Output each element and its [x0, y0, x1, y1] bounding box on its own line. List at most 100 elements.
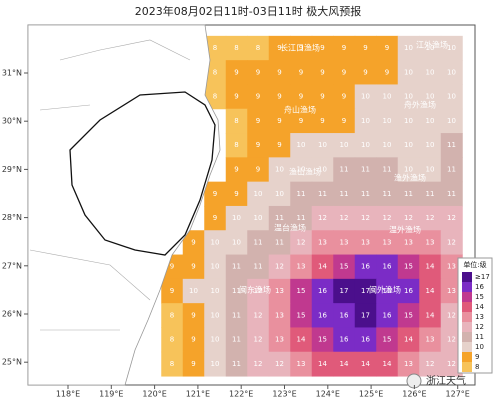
wind-cell [182, 351, 205, 377]
lat-label: 27°N [2, 261, 22, 270]
wind-cell [397, 60, 420, 85]
wind-value: 10 [297, 166, 306, 174]
wind-cell [161, 278, 184, 304]
wind-value: 10 [211, 311, 220, 319]
wind-value: 10 [211, 287, 220, 295]
lon-label: 120°E [142, 390, 166, 399]
wind-cell [397, 181, 420, 207]
wind-cell [419, 157, 442, 183]
wind-cell [225, 278, 248, 304]
legend-swatch [462, 362, 472, 372]
lat-label: 29°N [2, 165, 22, 174]
wind-cell [333, 230, 356, 256]
wind-value: 11 [297, 190, 306, 198]
wind-value: 11 [275, 214, 284, 222]
wind-cell [376, 60, 399, 85]
legend-label: 15 [475, 293, 484, 301]
wind-cell [290, 133, 313, 158]
wind-value: 16 [383, 263, 392, 271]
wind-cell [290, 84, 313, 110]
wind-value: 8 [213, 44, 217, 52]
wind-cell [161, 303, 184, 328]
wind-value: 12 [426, 214, 435, 222]
wind-value: 12 [254, 360, 263, 368]
fishing-zone: 温外渔场 [389, 225, 421, 235]
lat-label: 26°N [2, 310, 22, 319]
wind-value: 12 [447, 360, 456, 368]
wind-value: 11 [447, 166, 456, 174]
wind-value: 9 [256, 117, 260, 125]
wind-cell [268, 230, 291, 256]
wind-cell [247, 181, 270, 207]
wind-value: 10 [318, 141, 327, 149]
wind-cell [419, 230, 442, 256]
wind-value: 14 [361, 360, 370, 368]
wind-cell [419, 254, 442, 280]
wind-cell [440, 60, 463, 85]
wind-cell [247, 133, 270, 158]
wind-cell [419, 351, 442, 377]
wind-cell [225, 181, 248, 207]
wind-value: 15 [340, 263, 349, 271]
wind-value: 11 [232, 360, 241, 368]
wind-value: 17 [361, 287, 370, 295]
wind-value: 15 [404, 311, 413, 319]
wind-cell [376, 108, 399, 134]
wind-cell [397, 157, 420, 183]
wind-cell [333, 278, 356, 304]
wind-cell [290, 35, 313, 61]
wind-cell [440, 230, 463, 256]
wind-cell [161, 327, 184, 353]
wind-cell [290, 327, 313, 353]
fishing-zone: 闽东渔场 [239, 285, 271, 295]
wind-cell [182, 327, 205, 353]
wind-cell [247, 108, 270, 134]
wind-value: 9 [234, 190, 238, 198]
wind-value: 16 [361, 336, 370, 344]
wind-value: 11 [254, 238, 263, 246]
wind-cell [333, 303, 356, 328]
wind-value: 10 [275, 166, 284, 174]
legend-title: 单位:级 [463, 260, 486, 269]
legend-swatch [462, 342, 472, 352]
wind-cell [354, 303, 377, 328]
wind-value: 8 [213, 93, 217, 101]
wind-value: 8 [170, 311, 174, 319]
wind-cell [440, 84, 463, 110]
legend-swatch [462, 292, 472, 302]
wind-cell [204, 60, 227, 85]
wind-cell [247, 205, 270, 231]
wind-cell [376, 351, 399, 377]
legend-label: 9 [475, 353, 479, 361]
wind-value: 10 [232, 214, 241, 222]
wind-value: 9 [234, 68, 238, 76]
wind-cell [268, 254, 291, 280]
wind-value: 9 [320, 44, 324, 52]
legend-swatch [462, 302, 472, 312]
wind-value: 14 [426, 287, 435, 295]
wind-value: 9 [342, 93, 346, 101]
wind-cell [354, 254, 377, 280]
wind-cell [333, 157, 356, 183]
legend-swatch [462, 332, 472, 342]
wind-cell [290, 181, 313, 207]
wind-value: 10 [383, 93, 392, 101]
wind-cell [397, 205, 420, 231]
wind-value: 9 [191, 238, 195, 246]
wind-value: 9 [342, 68, 346, 76]
wind-value: 10 [340, 141, 349, 149]
wind-cell [247, 327, 270, 353]
wind-cell [440, 181, 463, 207]
wind-value: 9 [191, 263, 195, 271]
wind-cell [311, 278, 334, 304]
wind-value: 12 [340, 214, 349, 222]
wind-cell [204, 181, 227, 207]
wind-cell [204, 35, 227, 61]
legend-label: 11 [475, 333, 484, 341]
wind-cell [311, 84, 334, 110]
wind-value: 16 [361, 263, 370, 271]
wind-value: 11 [232, 263, 241, 271]
wind-value: 13 [426, 238, 435, 246]
wind-cell [268, 84, 291, 110]
wind-value: 11 [297, 214, 306, 222]
